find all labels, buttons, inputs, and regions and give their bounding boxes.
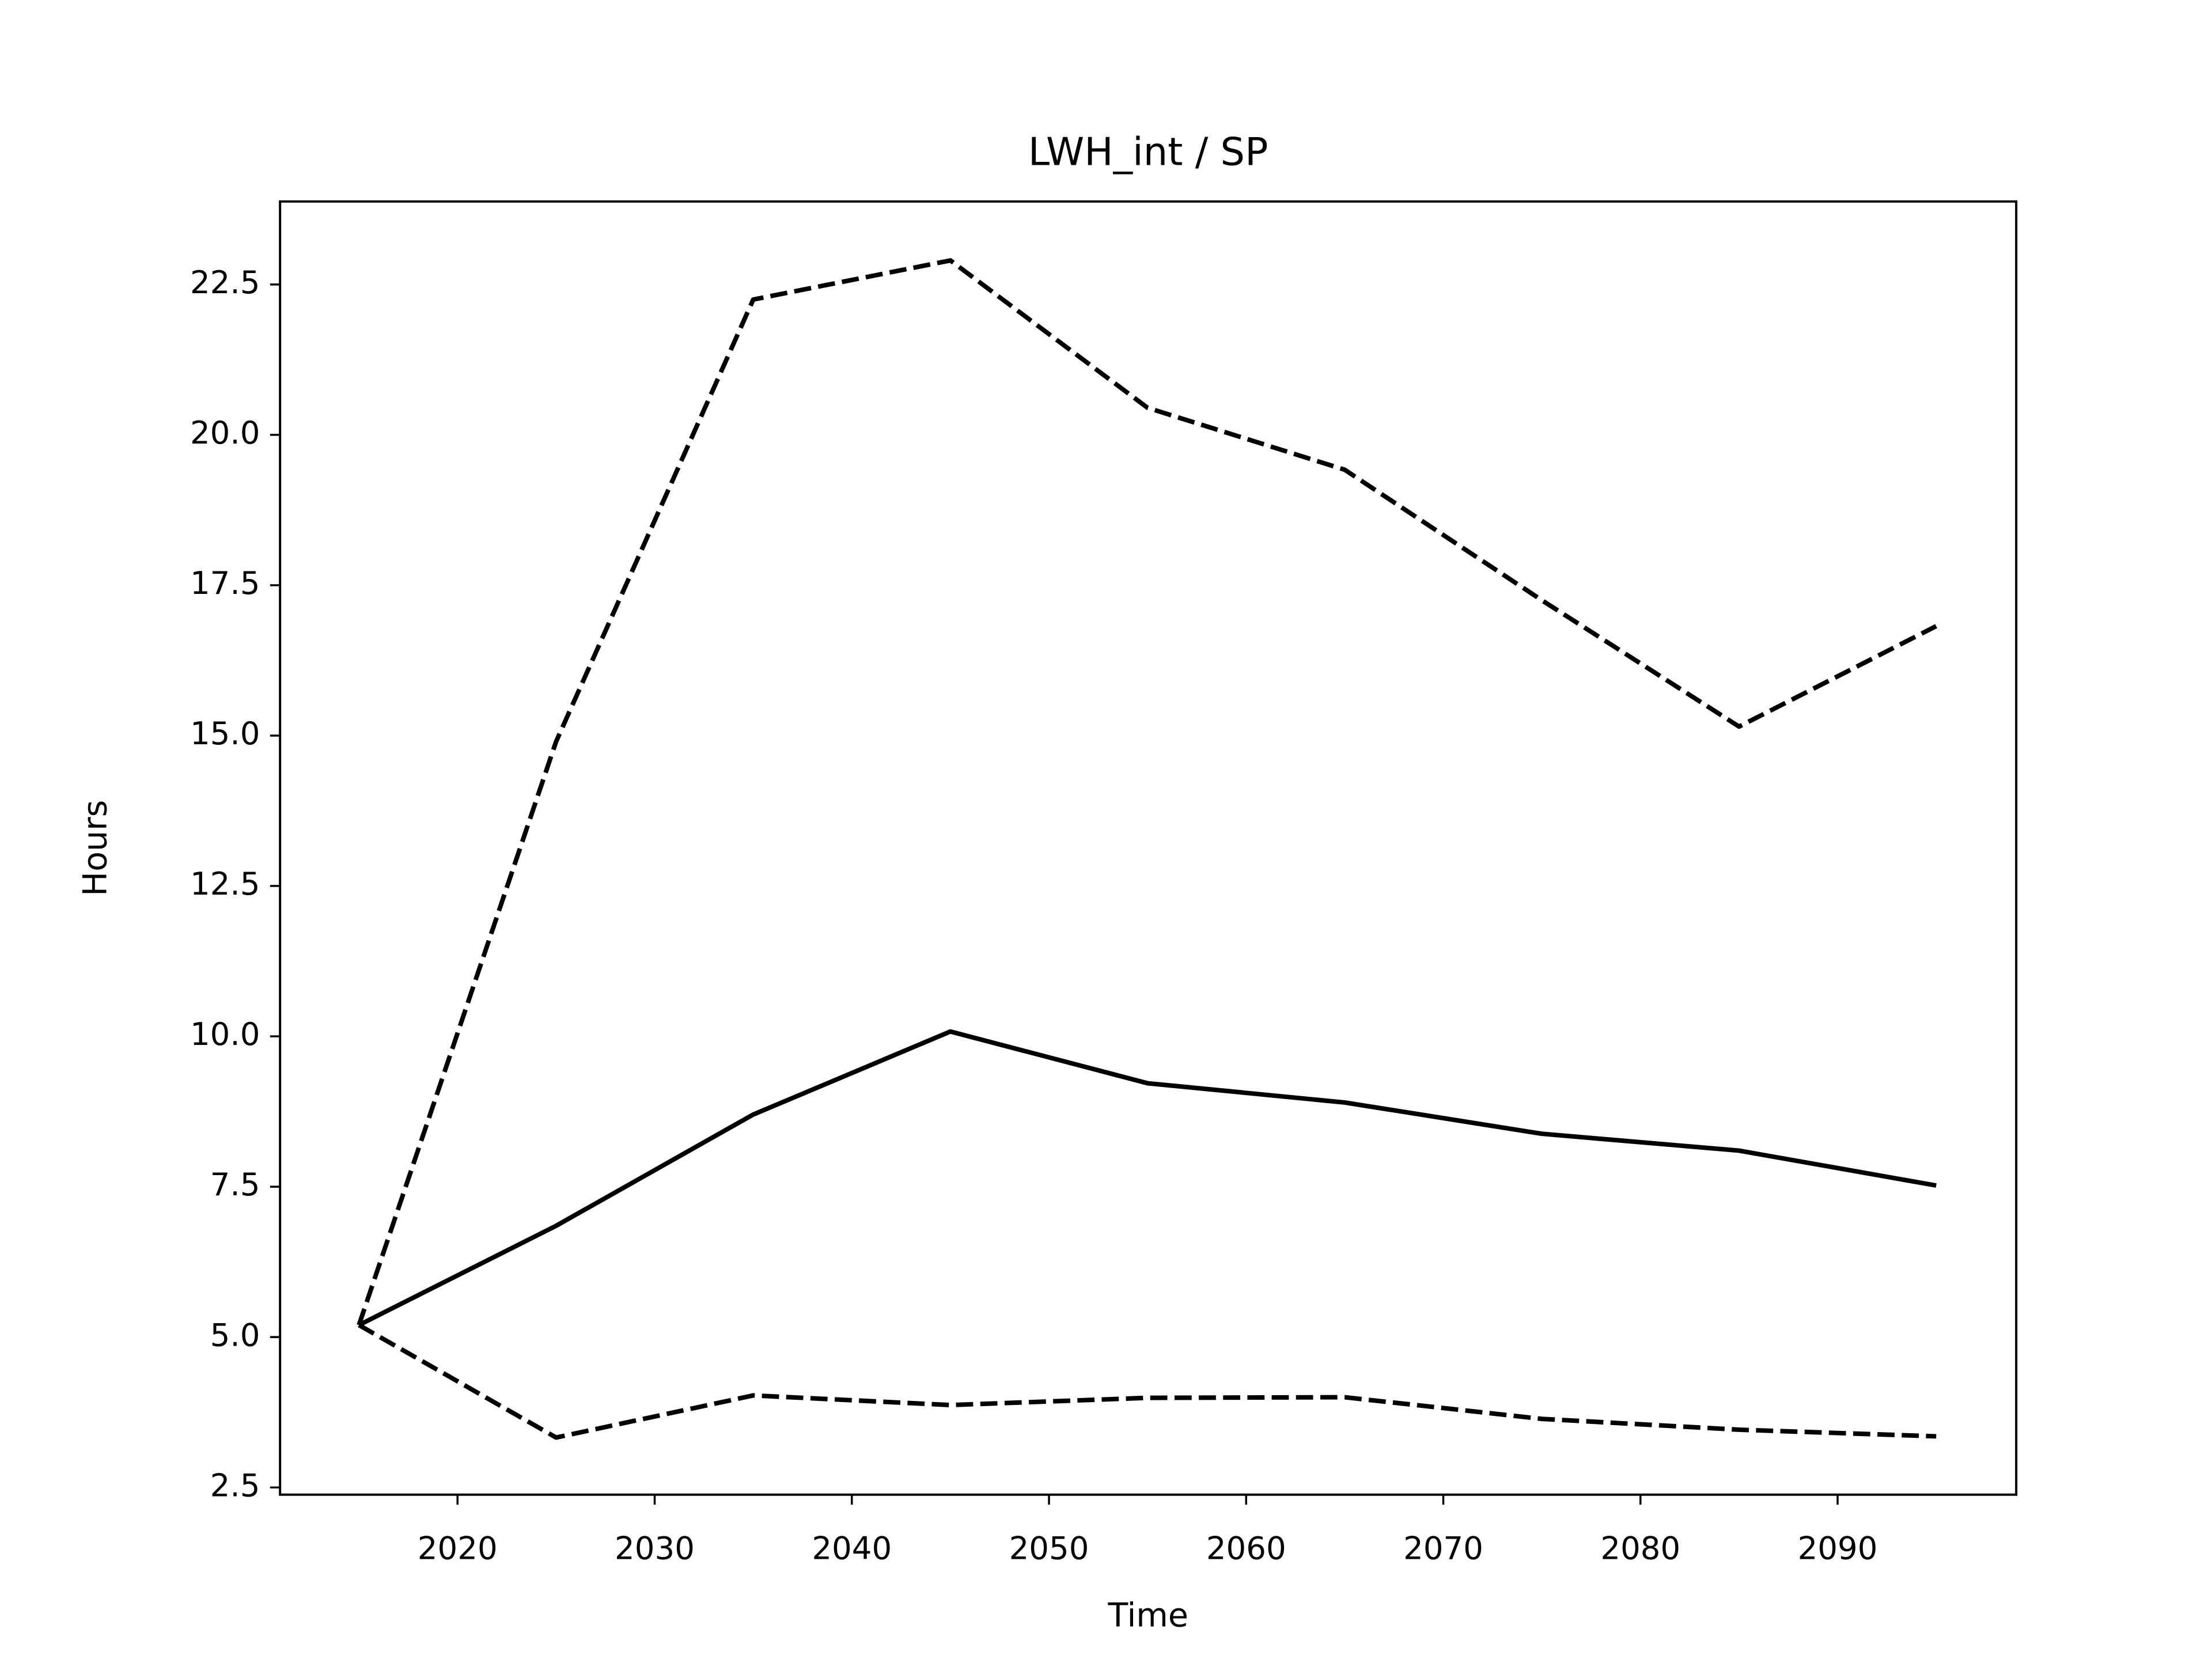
chart-title: LWH_int / SP	[1028, 129, 1268, 174]
y-tick-label: 15.0	[190, 715, 260, 752]
x-tick-label: 2040	[812, 1530, 892, 1567]
y-tick-label: 17.5	[190, 565, 260, 601]
x-tick-label: 2020	[418, 1530, 498, 1567]
line-series	[358, 1029, 1937, 1327]
x-tick-label: 2050	[1009, 1530, 1089, 1567]
x-axis-label: Time	[1107, 1597, 1188, 1635]
x-tick-label: 2070	[1403, 1530, 1483, 1567]
y-tick-label: 10.0	[190, 1016, 260, 1052]
y-tick-label: 20.0	[190, 414, 260, 451]
y-tick-label: 22.5	[190, 264, 260, 301]
y-tick-label: 5.0	[210, 1316, 260, 1353]
x-tick-label: 2030	[615, 1530, 695, 1567]
y-tick-label: 12.5	[190, 865, 260, 902]
y-axis-label: Hours	[76, 800, 114, 896]
x-tick-label: 2080	[1600, 1530, 1680, 1567]
y-tick-label: 2.5	[210, 1467, 260, 1503]
y-tick-label: 7.5	[210, 1166, 260, 1203]
x-tick-label: 2060	[1206, 1530, 1286, 1567]
plot-frame	[279, 200, 2018, 1496]
x-tick-label: 2090	[1798, 1530, 1878, 1567]
line-series	[357, 258, 1937, 1326]
line-series	[358, 1323, 1937, 1440]
